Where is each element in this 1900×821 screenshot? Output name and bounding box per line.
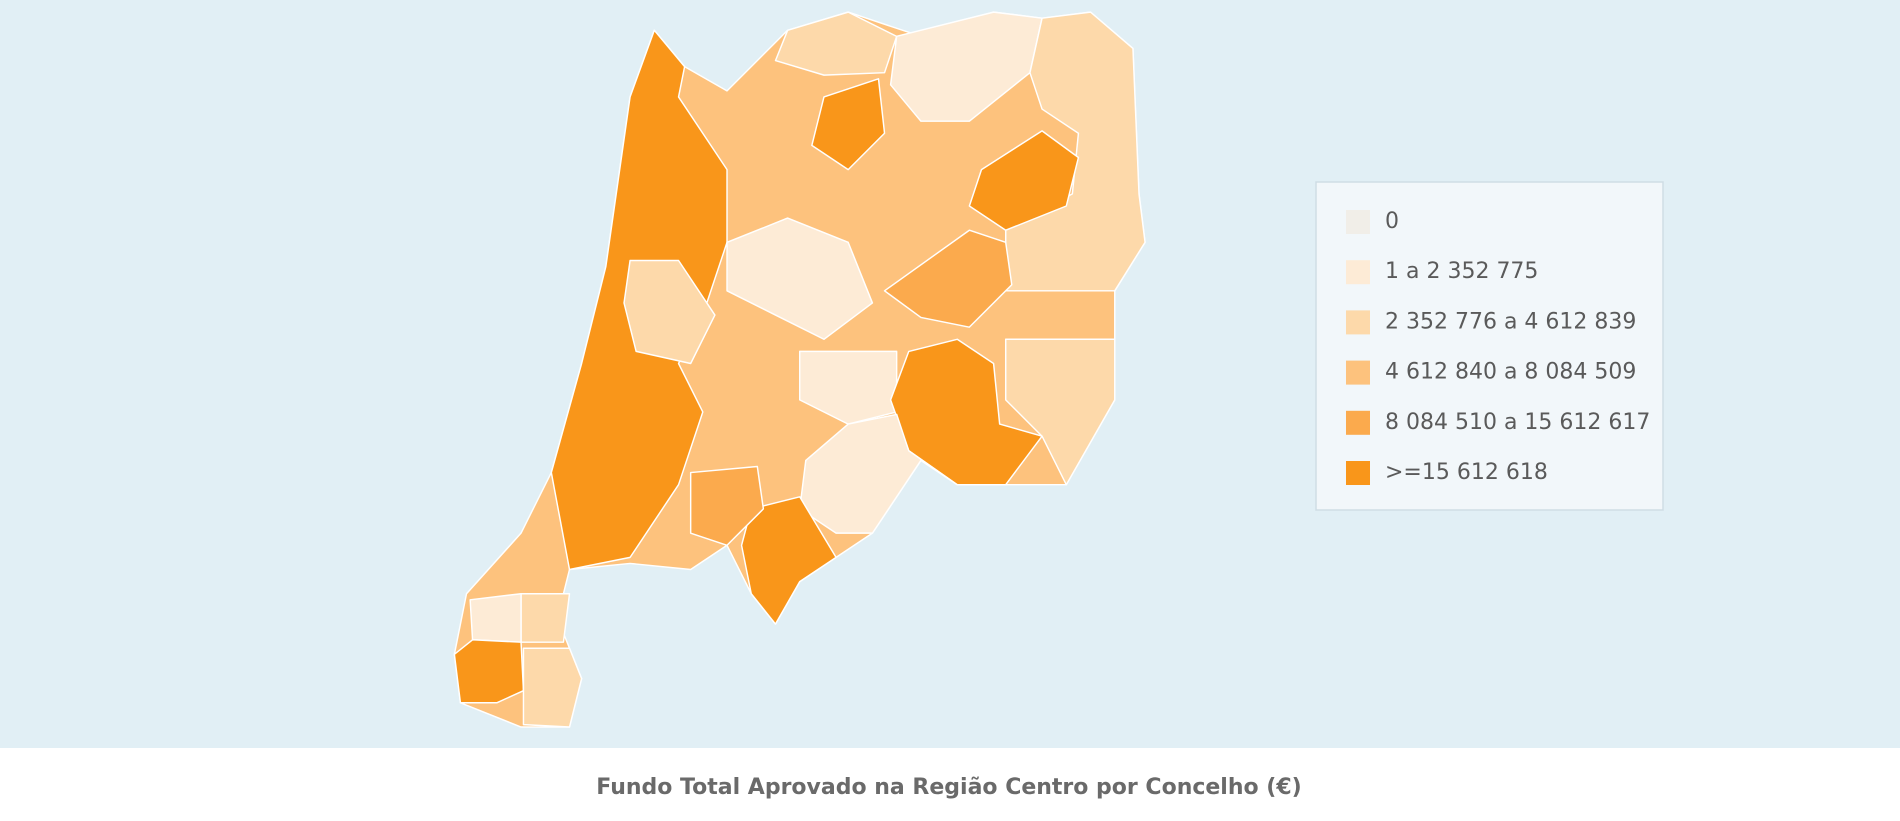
legend-label: 1 a 2 352 775 (1385, 259, 1538, 284)
region (740, 496, 837, 625)
legend-label: 0 (1385, 209, 1399, 234)
legend-swatch (1346, 310, 1370, 335)
legend-swatch (1346, 210, 1370, 234)
legend: 0 1 a 2 352 775 2 352 776 a 4 612 839 4 612… (1346, 209, 1650, 485)
region (883, 229, 1013, 328)
legend-swatch (1346, 461, 1370, 485)
region-map (453, 11, 1146, 728)
legend-box (1315, 181, 1664, 511)
region (689, 465, 765, 546)
region (798, 413, 958, 534)
region (522, 647, 583, 728)
region (469, 593, 522, 643)
legend-label: >=15 612 618 (1385, 460, 1548, 485)
legend-label: 8 084 510 a 15 612 617 (1385, 410, 1650, 435)
region (453, 639, 525, 704)
legend-swatch (1346, 410, 1370, 435)
legend-label: 4 612 840 a 8 084 509 (1385, 360, 1636, 385)
legend-swatch (1346, 260, 1370, 285)
map-title: Fundo Total Aprovado na Região Centro po… (596, 775, 1301, 800)
region (811, 78, 886, 171)
region (726, 217, 874, 341)
legend-label: 2 352 776 a 4 612 839 (1385, 309, 1636, 334)
region (798, 350, 898, 425)
region (774, 11, 898, 76)
region (520, 593, 571, 643)
legend-swatch (1346, 360, 1370, 385)
region (623, 259, 716, 365)
region (968, 130, 1080, 231)
region (1004, 338, 1116, 486)
region (889, 11, 1043, 122)
